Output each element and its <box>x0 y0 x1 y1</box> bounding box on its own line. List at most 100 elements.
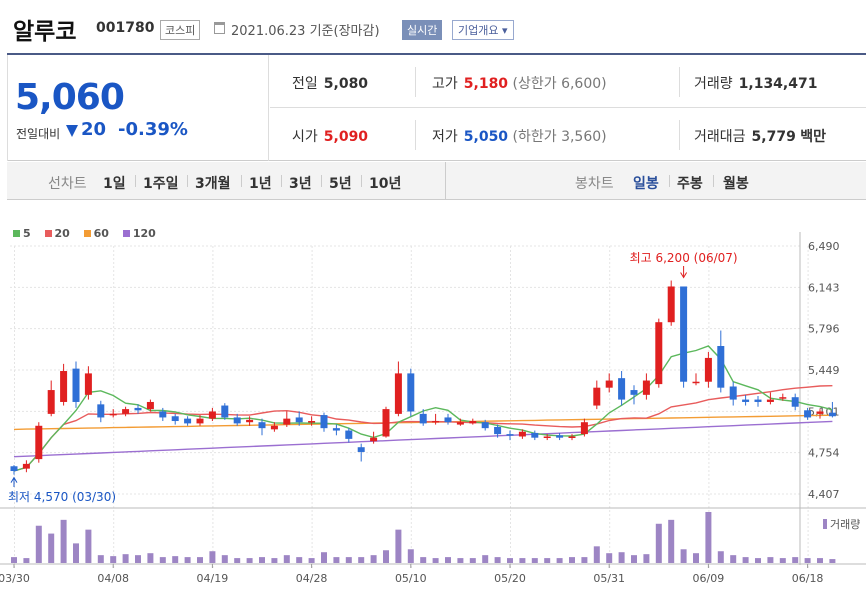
y-tick-label: 4,754 <box>808 447 840 460</box>
candle-body <box>580 422 588 435</box>
volume-bar <box>35 525 42 563</box>
trade-amount: 거래대금 5,779 백만 <box>694 129 827 145</box>
y-tick-label: 6,143 <box>808 281 840 294</box>
stats-row-1: 전일 5,080 고가 5,180 (상한가 6,600) 거래량 1,134,471 <box>270 55 866 108</box>
volume-bar <box>159 557 166 563</box>
x-tick-label: 06/09 <box>693 572 725 585</box>
stats-row-2: 시가 5,090 저가 5,050 (하한가 3,560) 거래대금 5,779 백만 <box>270 108 866 161</box>
candle-body <box>605 380 613 388</box>
change-percent: -0.39% <box>118 119 188 140</box>
y-tick-label: 4,407 <box>808 488 840 501</box>
candle-body <box>345 430 353 439</box>
volume-bar <box>804 558 811 563</box>
volume-bar <box>234 558 241 563</box>
tab-3y[interactable]: 3년 <box>289 176 312 192</box>
stock-name: 알루코 <box>13 19 77 45</box>
candle-body <box>196 418 204 424</box>
current-price: 5,060 <box>15 77 125 118</box>
volume-bar <box>23 558 30 563</box>
y-tick-label: 5,449 <box>808 364 840 377</box>
volume-bar <box>482 555 489 563</box>
tab-5y[interactable]: 5년 <box>329 176 352 192</box>
candle-body <box>308 421 316 423</box>
volume-bar <box>767 557 774 563</box>
candle-body <box>221 405 229 418</box>
tab-daily[interactable]: 일봉 <box>633 176 659 192</box>
volume-bar <box>420 557 427 563</box>
volume-bar <box>296 557 303 563</box>
volume-bar <box>457 558 464 563</box>
tab-1w[interactable]: 1주일 <box>143 176 179 192</box>
volume-bar <box>110 556 117 563</box>
tab-weekly[interactable]: 주봉 <box>677 176 703 192</box>
tab-1y[interactable]: 1년 <box>249 176 272 192</box>
candle-body <box>742 399 750 402</box>
candle-body <box>680 286 688 382</box>
volume-bar <box>221 555 228 563</box>
tab-monthly[interactable]: 월봉 <box>723 176 749 192</box>
volume-bar <box>345 557 352 563</box>
open-price: 시가 5,090 <box>292 129 369 145</box>
volume-bar <box>569 557 575 563</box>
candle-body <box>655 322 663 385</box>
volume-bar <box>73 543 79 563</box>
volume-bar <box>271 558 278 563</box>
volume-bar <box>172 556 179 563</box>
volume-bar <box>507 558 513 563</box>
candle-body <box>518 431 526 437</box>
change-label: 전일대비 <box>16 127 61 141</box>
candle-body <box>754 399 762 402</box>
tab-3m[interactable]: 3개월 <box>195 176 231 192</box>
candle-body <box>444 417 452 423</box>
volume-bar <box>48 533 55 563</box>
x-tick-label: 04/08 <box>97 572 129 585</box>
min-annotation: 최저 4,570 (03/30) <box>8 490 116 504</box>
x-tick-label: 05/31 <box>593 572 625 585</box>
volume-bar <box>829 559 836 563</box>
candle-body <box>779 397 787 399</box>
candle-body <box>816 411 824 414</box>
volume-bar <box>581 557 588 563</box>
candle-body <box>481 422 489 429</box>
candle-body <box>704 357 712 382</box>
tab-10y[interactable]: 10년 <box>369 176 402 192</box>
legend-ma60: 60 <box>83 227 109 240</box>
candle-body <box>407 373 415 412</box>
volume-bar <box>655 523 662 563</box>
volume-bar <box>383 550 389 563</box>
volume-bar <box>11 557 17 563</box>
candle-body <box>35 425 43 460</box>
candle-body <box>469 421 477 424</box>
candle-body <box>84 373 92 395</box>
price-summary: 5,060 전일대비 20 -0.39% 전일 5,080 고가 5,180 (상한… <box>7 53 866 161</box>
candle-body <box>828 412 836 417</box>
volume-bar <box>321 552 327 563</box>
chart-tabs: 선차트 1일 1주일 3개월 1년 3년 5년 10년 봉차트 일봉 주봉 월봉 <box>7 162 866 200</box>
volume-bar <box>197 557 203 563</box>
realtime-button[interactable]: 실시간 <box>402 20 443 40</box>
candle-body <box>10 466 18 472</box>
x-tick-label: 04/19 <box>197 572 229 585</box>
candle-body <box>692 381 700 384</box>
stock-code: 001780 <box>96 20 155 36</box>
candle-body <box>432 421 440 423</box>
volume-bar <box>445 557 451 563</box>
volume-bar <box>97 555 104 563</box>
tab-1d[interactable]: 1일 <box>103 176 126 192</box>
current-price-panel: 5,060 전일대비 20 -0.39% <box>7 55 269 161</box>
chevron-down-icon: ▾ <box>501 24 508 37</box>
candle-body <box>618 378 626 400</box>
volume-bar <box>308 558 315 563</box>
candle-body <box>531 432 539 438</box>
x-tick-label: 04/28 <box>296 572 328 585</box>
calendar-icon <box>214 22 225 34</box>
candlestick-chart: 6,4906,1435,7965,4495,1014,7544,407거래량03… <box>0 232 866 585</box>
volume-bar <box>432 558 439 563</box>
volume-bar <box>705 512 712 563</box>
volume-bar <box>618 552 625 563</box>
max-annotation: 최고 6,200 (06/07) <box>630 251 738 265</box>
candle-body <box>171 416 179 422</box>
volume-bar <box>184 557 191 563</box>
company-info-dropdown[interactable]: 기업개요 ▾ <box>452 20 514 40</box>
x-tick-label: 06/18 <box>792 572 824 585</box>
